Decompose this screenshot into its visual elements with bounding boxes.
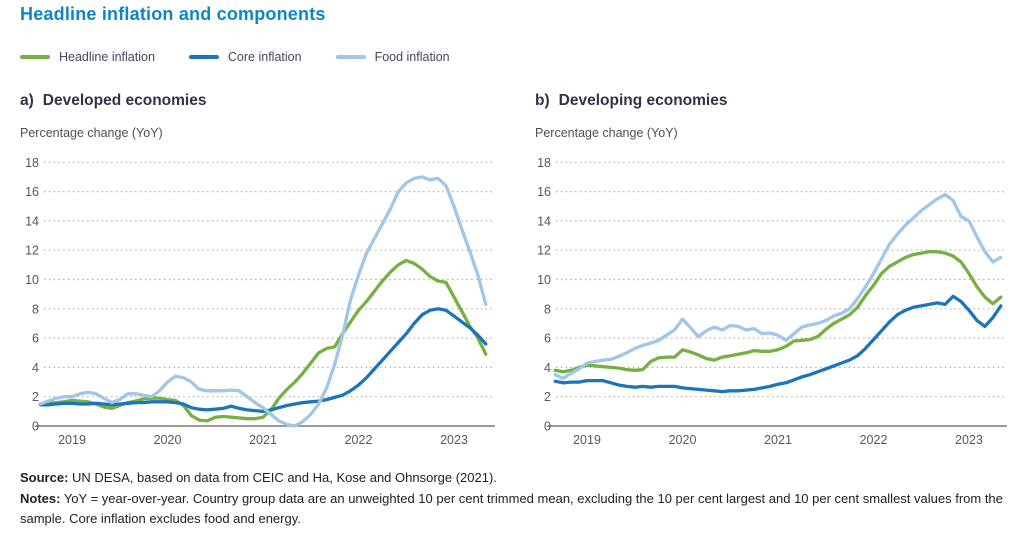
headline-line-swatch <box>20 55 50 59</box>
x-tick-label: 2022 <box>345 433 373 447</box>
core-line-b <box>553 294 1003 394</box>
panel-b-prefix: b) <box>535 92 550 109</box>
legend: Headline inflation Core inflation Food i… <box>20 50 450 64</box>
legend-label: Food inflation <box>374 50 450 64</box>
y-tick-label: 2 <box>32 390 39 404</box>
y-tick-label: 10 <box>537 273 551 287</box>
y-tick-label: 8 <box>544 302 551 316</box>
y-tick-label: 12 <box>25 244 39 258</box>
y-tick-label: 10 <box>25 273 39 287</box>
y-tick-label: 12 <box>537 244 551 258</box>
panel-a-axis-caption: Percentage change (YoY) <box>20 126 163 140</box>
core-line-swatch <box>188 55 219 59</box>
y-tick-label: 6 <box>544 332 551 346</box>
y-tick-label: 14 <box>537 214 551 228</box>
panel-a-prefix: a) <box>20 92 34 109</box>
panel-a-title: Developed economies <box>42 92 207 109</box>
y-tick-label: 6 <box>32 332 39 346</box>
food-line-b <box>553 192 1003 381</box>
y-tick-label: 18 <box>537 156 551 170</box>
food-line-a <box>38 175 488 428</box>
panel-b-heading: b) Developing economies <box>535 92 727 110</box>
y-tick-label: 0 <box>32 420 39 434</box>
legend-item-food: Food inflation <box>335 50 450 64</box>
y-tick-label: 4 <box>32 361 39 375</box>
y-tick-label: 2 <box>544 390 551 404</box>
y-tick-label: 4 <box>544 361 551 375</box>
source-label: Source: <box>20 470 69 485</box>
y-tick-label: 0 <box>544 420 551 434</box>
footnote-notes: Notes: YoY = year-over-year. Country gro… <box>20 489 1018 530</box>
x-tick-label: 2021 <box>764 433 792 447</box>
x-tick-label: 2021 <box>249 433 277 447</box>
chart-b-developing-economies: 18 16 14 12 10 8 6 4 2 0 2019 2020 2021 2022 2023 <box>537 156 1007 447</box>
footnote: Source: UN DESA, based on data from CEIC… <box>20 468 1018 530</box>
headline-line-a <box>38 258 488 423</box>
headline-line-b <box>553 250 1003 374</box>
panel-b-title: Developing economies <box>558 92 728 109</box>
x-tick-label: 2023 <box>440 433 468 447</box>
x-tick-label: 2019 <box>58 433 86 447</box>
notes-label: Notes: <box>20 490 61 506</box>
panel-a-heading: a) Developed economies <box>20 92 206 110</box>
core-line-a <box>38 307 488 414</box>
source-text: UN DESA, based on data from CEIC and Ha,… <box>68 470 497 485</box>
x-tick-label: 2020 <box>669 433 697 447</box>
y-tick-label: 18 <box>25 156 39 170</box>
notes-text: YoY = year-over-year. Country group data… <box>20 490 1003 527</box>
legend-label: Core inflation <box>227 50 302 64</box>
y-tick-label: 8 <box>32 302 39 316</box>
chart-a-developed-economies: 18 16 14 12 10 8 6 4 2 0 2019 2020 2021 2022 2023 <box>25 156 495 447</box>
legend-item-core: Core inflation <box>188 50 302 64</box>
x-tick-label: 2023 <box>955 433 983 447</box>
panel-b-axis-caption: Percentage change (YoY) <box>535 126 678 140</box>
x-tick-label: 2019 <box>573 433 601 447</box>
y-tick-label: 14 <box>25 214 39 228</box>
y-tick-label: 16 <box>25 185 39 199</box>
x-tick-label: 2020 <box>154 433 182 447</box>
food-line-swatch <box>335 55 366 59</box>
y-tick-label: 16 <box>537 185 551 199</box>
x-tick-label: 2022 <box>860 433 888 447</box>
legend-label: Headline inflation <box>59 50 155 64</box>
footnote-source: Source: UN DESA, based on data from CEIC… <box>20 468 1018 489</box>
page-title: Headline inflation and components <box>20 4 326 24</box>
legend-item-headline: Headline inflation <box>20 50 155 64</box>
